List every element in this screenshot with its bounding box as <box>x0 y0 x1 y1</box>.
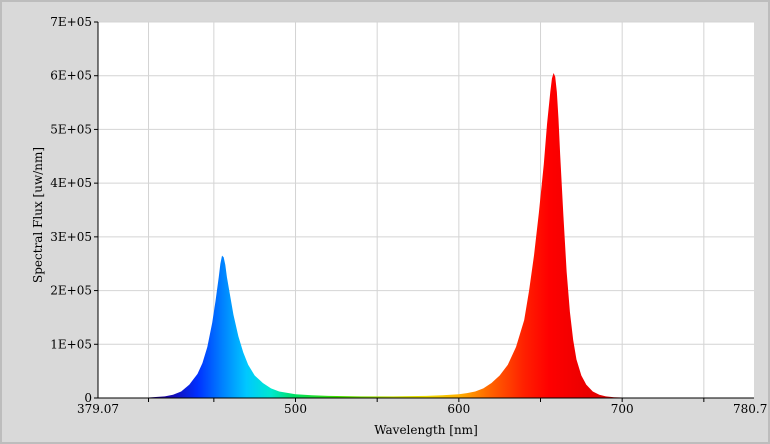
y-tick-labels: 0 1E+05 2E+05 3E+05 4E+05 5E+05 6E+05 7E+05 <box>50 15 92 405</box>
y-tick-label: 7E+05 <box>50 15 92 29</box>
y-tick-label: 1E+05 <box>50 337 92 351</box>
y-tick-label: 3E+05 <box>50 230 92 244</box>
x-tick-label: 379.07 <box>77 402 119 416</box>
y-tick-label: 6E+05 <box>50 69 92 83</box>
plot-area <box>98 22 754 398</box>
x-tick-label: 700 <box>611 402 634 416</box>
x-axis-title: Wavelength [nm] <box>374 423 478 437</box>
x-tick-label: 500 <box>284 402 307 416</box>
x-tick-label: 600 <box>447 402 470 416</box>
y-tick-label: 2E+05 <box>50 284 92 298</box>
x-tick-label: 780.71 <box>733 402 768 416</box>
axis-ticks <box>94 21 705 402</box>
x-tick-labels: 379.07 500 600 700 780.71 <box>77 402 768 416</box>
y-axis-title: Spectral Flux [uw/nm] <box>31 147 45 283</box>
y-tick-label: 0 <box>84 391 92 405</box>
y-tick-label: 4E+05 <box>50 176 92 190</box>
y-tick-label: 5E+05 <box>50 122 92 136</box>
